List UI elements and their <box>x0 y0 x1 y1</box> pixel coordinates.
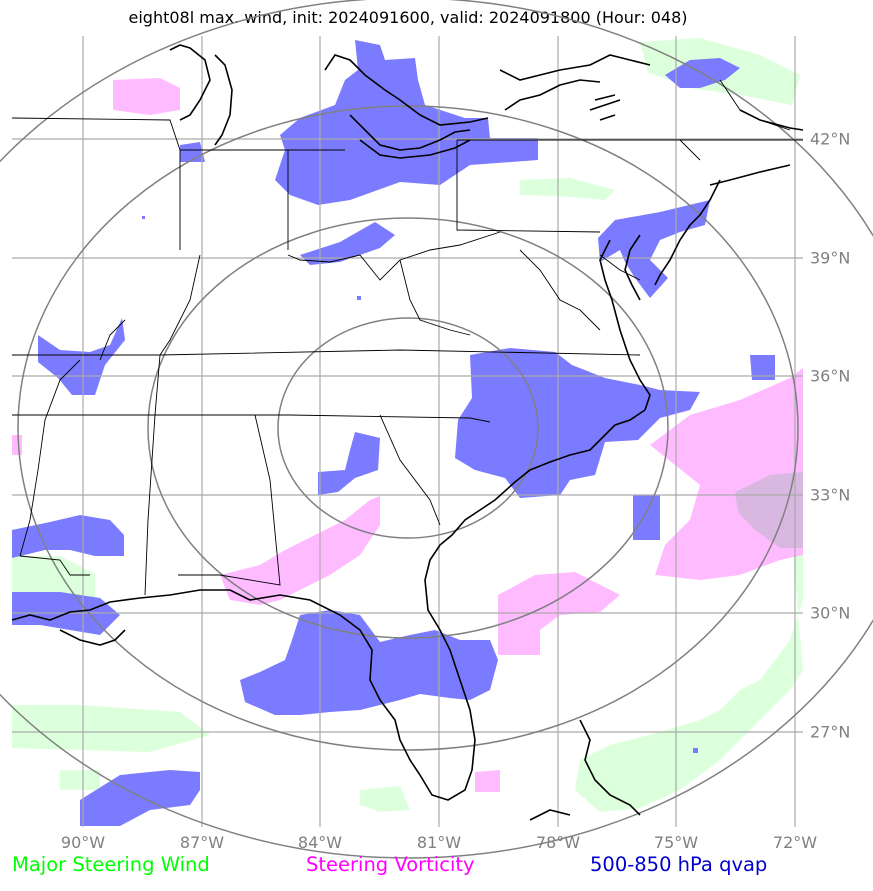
lon-label-78w: 78°W <box>535 833 581 852</box>
vorticity-regions <box>12 78 803 792</box>
lon-label-90w: 90°W <box>60 833 106 852</box>
legend-steering-vorticity: Steering Vorticity <box>306 853 475 876</box>
qvap-regions <box>12 40 775 826</box>
map-title: eight08l max. wind, init: 2024091600, va… <box>128 8 688 27</box>
lon-label-81w: 81°W <box>416 833 462 852</box>
lat-label-36n: 36°N <box>810 366 851 386</box>
lat-label-42n: 42°N <box>810 129 851 149</box>
lat-label-27n: 27°N <box>810 722 851 742</box>
state-borders <box>11 79 803 596</box>
lon-label-75w: 75°W <box>653 833 699 852</box>
legend-steering-wind: Major Steering Wind <box>12 853 210 876</box>
lat-label-33n: 33°N <box>810 485 851 505</box>
overlap-region <box>735 472 803 548</box>
coastlines <box>11 44 804 821</box>
lon-label-72w: 72°W <box>772 833 818 852</box>
lon-label-84w: 84°W <box>297 833 343 852</box>
lon-label-87w: 87°W <box>179 833 225 852</box>
lat-label-30n: 30°N <box>810 603 851 623</box>
legend-qvap: 500-850 hPa qvap <box>590 853 768 876</box>
lat-label-39n: 39°N <box>810 248 851 268</box>
